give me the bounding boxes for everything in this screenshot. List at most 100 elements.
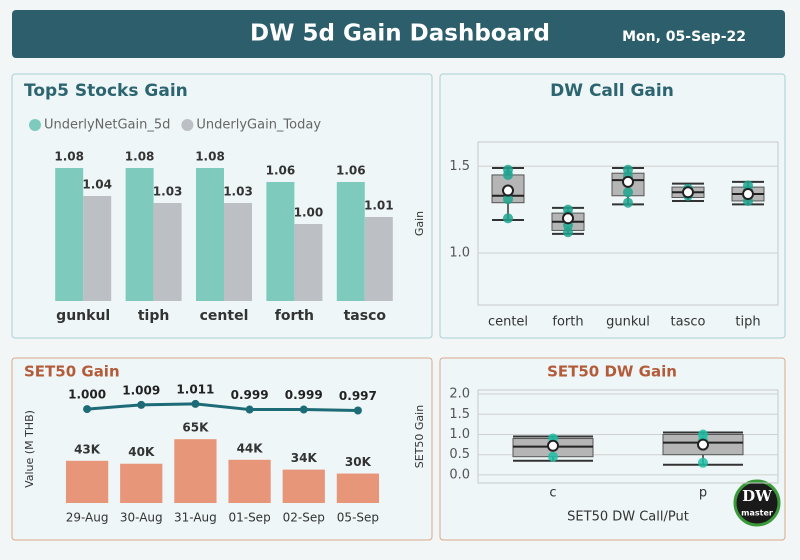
line <box>86 402 358 412</box>
panel <box>11 357 433 541</box>
mean <box>562 212 574 225</box>
point <box>743 180 753 191</box>
point <box>503 213 513 224</box>
x-axis-title: SET50 DW Call/Put <box>567 510 689 525</box>
bar <box>336 182 365 301</box>
panel-title: DW Call Gain <box>550 81 674 101</box>
data-label: 1.06 <box>266 164 296 178</box>
logo-text: DW <box>742 487 773 505</box>
point <box>698 429 708 440</box>
data-label: 1.08 <box>125 150 155 164</box>
bar <box>65 460 109 503</box>
x-tick-label: tasco <box>344 308 387 324</box>
point <box>623 197 633 208</box>
line-point <box>191 399 200 408</box>
bar <box>364 217 393 301</box>
line-point <box>245 405 254 414</box>
x-tick-label: gunkul <box>56 308 110 324</box>
point <box>503 194 513 205</box>
mean <box>547 439 559 452</box>
data-label: 0.999 <box>231 388 269 402</box>
data-label: 65K <box>182 421 209 435</box>
x-tick-label: tasco <box>671 315 706 330</box>
data-label: 1.03 <box>223 185 253 199</box>
x-tick-label: centel <box>488 315 528 330</box>
dashboard-title: DW 5d Gain Dashboard <box>250 21 550 47</box>
panel <box>439 73 786 339</box>
line-point <box>353 406 362 415</box>
bar <box>224 203 252 301</box>
bar <box>174 439 217 503</box>
data-label: 0.997 <box>339 389 377 403</box>
data-label: 43K <box>74 442 101 456</box>
mean <box>682 186 694 199</box>
plot-frame <box>477 389 779 484</box>
mean <box>622 175 634 188</box>
data-label: 1.00 <box>294 206 324 220</box>
data-label: 1.000 <box>68 388 106 402</box>
data-label: 1.08 <box>54 150 84 164</box>
data-label: 1.06 <box>336 164 366 178</box>
panel-title: Top5 Stocks Gain <box>24 81 188 101</box>
x-tick-label: tiph <box>735 315 760 330</box>
header-bar <box>12 10 785 58</box>
bar <box>294 224 323 301</box>
mean <box>502 184 514 197</box>
y-tick-label: 1.0 <box>449 245 470 260</box>
date: Mon, 05-Sep-22 <box>622 29 746 45</box>
bar <box>83 196 112 301</box>
bar <box>282 469 325 503</box>
point <box>698 457 708 468</box>
logo-subtext: master <box>741 509 773 518</box>
y-tick-label: 1.0 <box>449 427 470 442</box>
logo <box>733 479 781 527</box>
x-tick-label: 01-Sep <box>228 511 270 525</box>
y-tick-label: 0.0 <box>449 467 470 482</box>
line-point <box>137 400 146 409</box>
data-label: 1.08 <box>195 150 225 164</box>
y-tick-label: 0.5 <box>449 447 470 462</box>
x-tick-label: 29-Aug <box>66 511 109 525</box>
legend-marker <box>181 119 194 131</box>
y-axis-title: Value (M THB) <box>23 410 36 488</box>
bar <box>120 463 163 503</box>
x-tick-label: tiph <box>138 308 169 324</box>
bar <box>55 168 84 301</box>
bar <box>125 168 154 301</box>
legend-marker <box>29 119 41 131</box>
line-point <box>299 405 308 414</box>
mean <box>697 438 709 451</box>
mean <box>742 188 754 201</box>
x-tick-label: 30-Aug <box>120 511 163 525</box>
data-label: 1.01 <box>364 199 394 213</box>
x-tick-label: gunkul <box>606 315 650 330</box>
point <box>563 227 573 238</box>
data-label: 40K <box>128 445 155 459</box>
data-label: 30K <box>345 455 372 469</box>
plot-frame <box>477 141 779 306</box>
point <box>563 204 573 215</box>
point <box>503 164 513 175</box>
y-axis-title: Gain <box>413 211 426 236</box>
legend-label: UnderlyGain_Today <box>196 118 321 133</box>
y-tick-label: 2.0 <box>449 387 470 402</box>
data-label: 1.009 <box>122 383 160 397</box>
bar <box>336 473 380 503</box>
x-tick-label: forth <box>552 315 583 330</box>
y-tick-label: 1.5 <box>449 159 470 174</box>
x-tick-label: centel <box>200 308 249 324</box>
x-tick-label: 02-Sep <box>283 511 325 525</box>
x-tick-label: c <box>549 486 556 501</box>
bar <box>228 459 271 503</box>
panel <box>439 357 786 541</box>
panel-title: SET50 DW Gain <box>547 363 677 381</box>
panel-title: SET50 Gain <box>24 363 120 381</box>
x-tick-label: 05-Sep <box>337 511 379 525</box>
x-tick-label: forth <box>275 308 314 324</box>
legend-label: UnderlyNetGain_5d <box>44 118 170 133</box>
data-label: 44K <box>237 441 264 455</box>
y-tick-label: 1.5 <box>449 407 470 422</box>
data-label: 34K <box>291 451 318 465</box>
bar <box>196 168 224 301</box>
bar <box>153 203 182 301</box>
